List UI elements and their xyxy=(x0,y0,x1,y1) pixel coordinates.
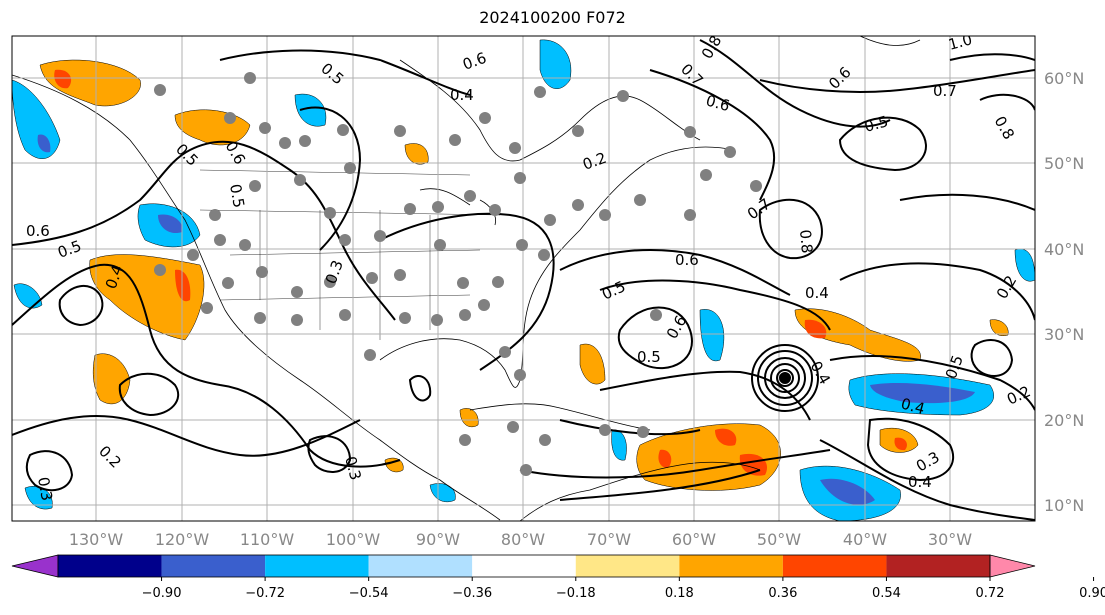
shade-negative xyxy=(699,309,725,362)
contour-label: 0.8 xyxy=(796,229,816,254)
shade-strong-positive xyxy=(715,428,737,446)
lat-label: 10°N xyxy=(1044,496,1084,515)
shade-positive xyxy=(384,457,404,473)
coast-south-america xyxy=(519,461,761,521)
colorbar-segment xyxy=(368,555,473,577)
lon-label: 130°W xyxy=(69,530,124,549)
lat-label: 40°N xyxy=(1044,240,1084,259)
map-frame xyxy=(11,35,1036,522)
shade-strong-positive xyxy=(54,69,72,89)
colorbar-tick-label: −0.18 xyxy=(556,586,596,601)
colorbar-tick-label: 0.36 xyxy=(768,586,797,601)
colorbar-segment xyxy=(782,555,887,577)
shade-negative xyxy=(429,483,456,503)
contour-label: 0.4 xyxy=(899,394,927,418)
lon-label: 110°W xyxy=(240,530,295,549)
longitude-labels: 130°W 120°W 110°W 100°W 90°W 80°W 70°W 6… xyxy=(69,530,972,549)
lon-label: 60°W xyxy=(672,530,716,549)
shade-negative xyxy=(13,283,43,309)
colorbar-segment xyxy=(161,555,266,577)
shade-strong-negative xyxy=(870,382,975,404)
coast-caribbean xyxy=(469,403,651,431)
colorbar-frame xyxy=(57,554,991,578)
shade-strong-negative xyxy=(820,478,875,505)
latitude-labels: 60°N 50°N 40°N 30°N 20°N 10°N xyxy=(1044,69,1084,515)
contour-label: 0.5 xyxy=(862,112,890,136)
contour-label: 0.7 xyxy=(933,82,957,100)
shade-negative xyxy=(539,39,572,89)
stations xyxy=(154,72,762,476)
contour-label: 1.0 xyxy=(946,30,974,54)
shade-negative xyxy=(294,93,327,127)
shade-negative xyxy=(1014,248,1035,282)
graticule xyxy=(12,36,1035,521)
colorbar-tick-label: −0.54 xyxy=(349,586,389,601)
lon-label: 90°W xyxy=(416,530,460,549)
lon-label: 30°W xyxy=(928,530,972,549)
colorbar-tick-label: 0.72 xyxy=(976,586,1005,601)
shade-positive xyxy=(404,143,429,165)
coast-canada xyxy=(399,59,701,162)
lat-label: 20°N xyxy=(1044,411,1084,430)
colorbar-segment xyxy=(472,555,576,577)
contour-label: 0.4 xyxy=(908,473,932,491)
contour-label: 0.4 xyxy=(450,86,474,104)
lon-label: 80°W xyxy=(501,530,545,549)
coastlines xyxy=(12,36,921,521)
shade-positive xyxy=(579,343,606,385)
contour-label: 0.3 xyxy=(34,476,56,503)
colorbar-segment xyxy=(58,555,162,577)
contour-label: 0.6 xyxy=(704,91,732,115)
colorbar-tick-label: −0.36 xyxy=(452,586,492,601)
map-title: 2024100200 F072 xyxy=(479,8,626,27)
colorbar-extend-high xyxy=(989,554,1036,578)
lon-label: 40°W xyxy=(843,530,887,549)
colorbar-tick-label: 0.54 xyxy=(872,586,901,601)
contour-label: 0.3 xyxy=(341,454,365,482)
cyclone-center xyxy=(779,372,791,384)
coast-north-america-west xyxy=(12,74,501,521)
lon-label: 120°W xyxy=(155,530,210,549)
coast-greenland xyxy=(859,36,921,46)
lon-label: 100°W xyxy=(326,530,381,549)
shade-strong-negative xyxy=(37,134,51,153)
contour-label: 0.6 xyxy=(675,251,699,269)
shade-strong-negative xyxy=(158,214,183,234)
shade-positive xyxy=(989,319,1009,336)
shade-strong-positive xyxy=(658,449,672,468)
colorbar-extend-low xyxy=(11,554,59,578)
colorbar-segment xyxy=(575,555,680,577)
lat-label: 60°N xyxy=(1044,69,1084,88)
colorbar-segment xyxy=(886,555,990,577)
shade-strong-positive xyxy=(175,269,191,302)
shade-strong-positive xyxy=(739,453,768,476)
colorbar-segment xyxy=(679,555,783,577)
colorbar-tick-label: −0.72 xyxy=(245,586,285,601)
colorbar-segment xyxy=(265,555,369,577)
lon-label: 50°W xyxy=(757,530,801,549)
contour-label: 0.5 xyxy=(637,348,661,366)
colorbar-tick-label: 0.90 xyxy=(1079,586,1105,601)
shade-strong-positive xyxy=(894,437,907,451)
colorbar-tick-label: −0.90 xyxy=(142,586,182,601)
lat-label: 50°N xyxy=(1044,154,1084,173)
lat-label: 30°N xyxy=(1044,325,1084,344)
colorbar-tick-label: 0.18 xyxy=(665,586,694,601)
lon-label: 70°W xyxy=(587,530,631,549)
contours xyxy=(12,39,1035,521)
colorbar: −0.90 −0.72 −0.54 −0.36 −0.18 0.18 0.36 0.54 0.7… xyxy=(11,554,1105,601)
contour-label: 0.4 xyxy=(805,284,829,302)
contour-label: 0.6 xyxy=(26,222,50,240)
contour-label: 0.5 xyxy=(226,183,248,210)
